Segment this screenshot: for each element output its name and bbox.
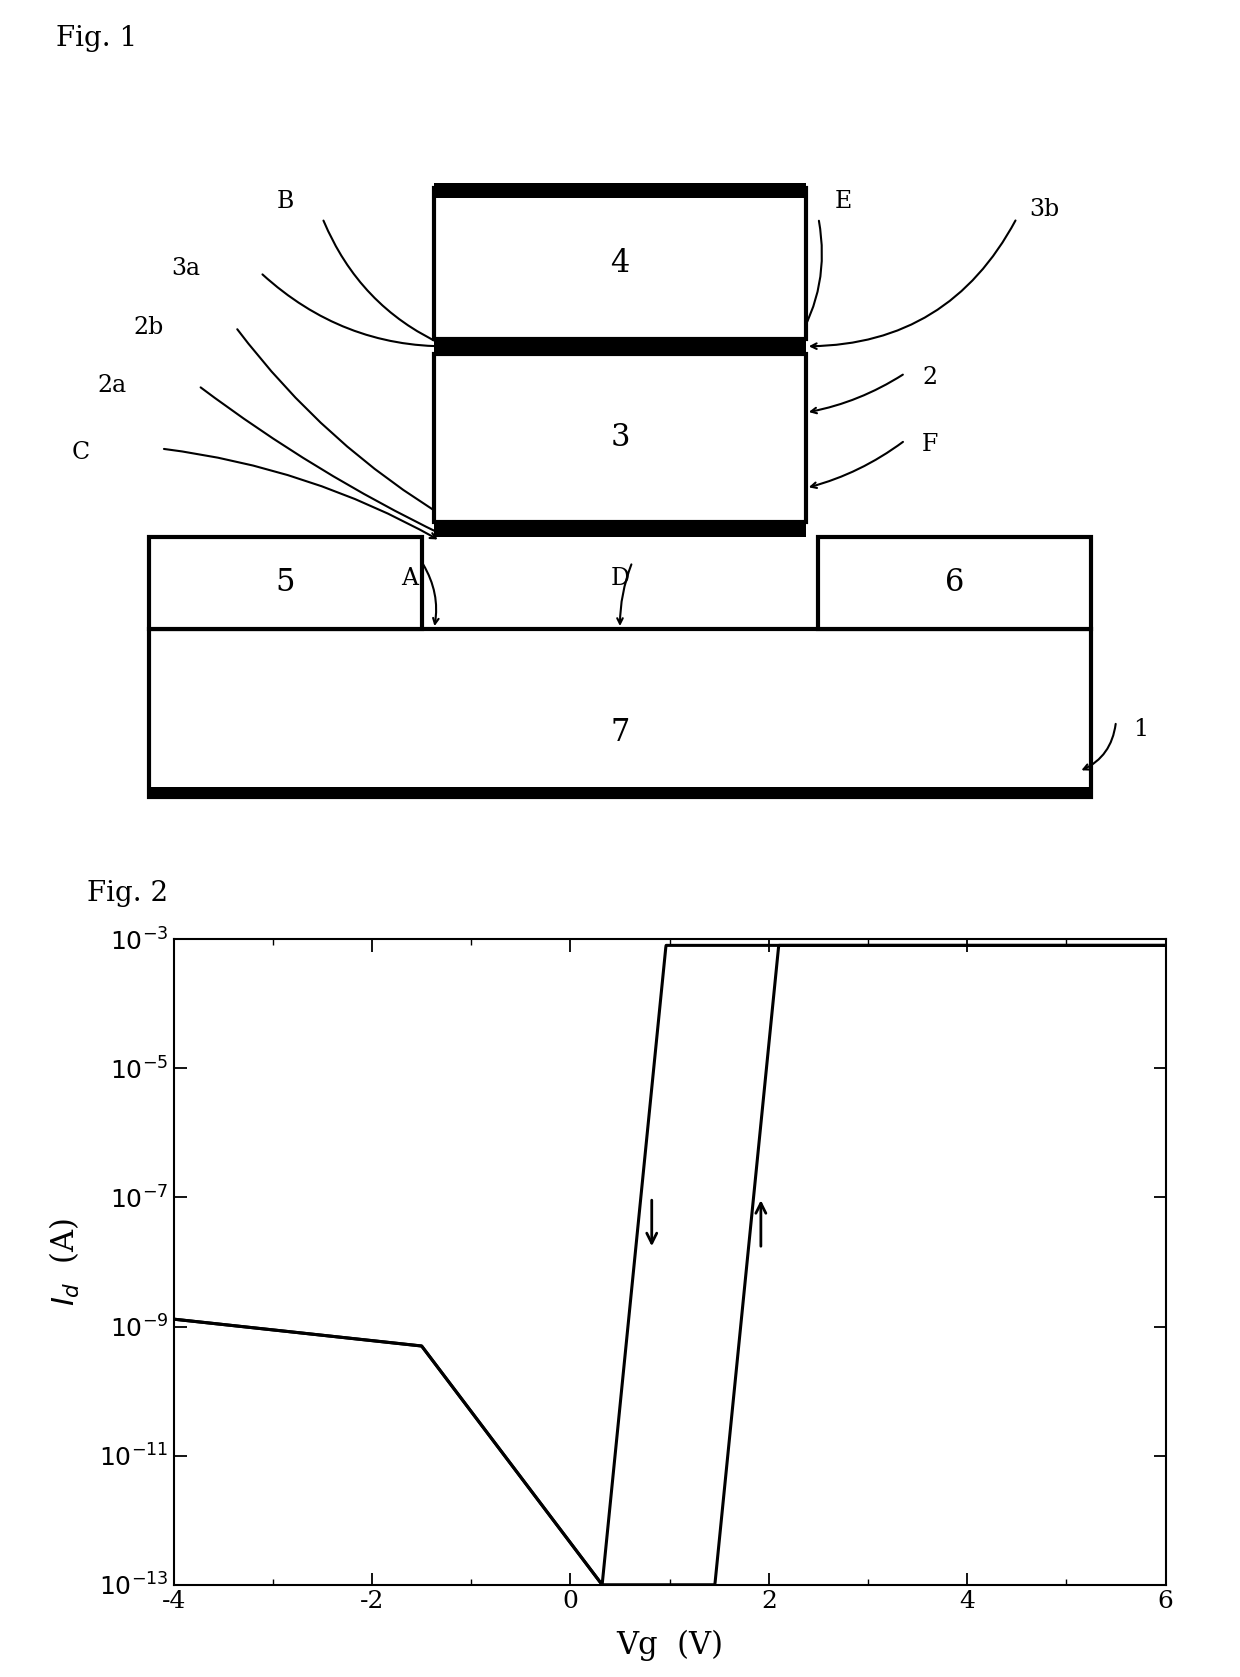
Text: 7: 7 xyxy=(610,718,630,748)
Text: 3a: 3a xyxy=(171,257,201,280)
Text: D: D xyxy=(610,567,630,590)
Text: Fig. 1: Fig. 1 xyxy=(56,25,138,52)
Text: C: C xyxy=(72,441,89,465)
Text: 1: 1 xyxy=(1133,718,1148,741)
Bar xyxy=(434,188,806,339)
Bar xyxy=(434,183,806,198)
Text: F: F xyxy=(921,433,939,456)
Bar xyxy=(434,339,806,354)
Bar xyxy=(149,537,422,629)
X-axis label: Vg  (V): Vg (V) xyxy=(616,1630,723,1660)
Y-axis label: $I_d$  (A): $I_d$ (A) xyxy=(48,1218,83,1306)
Bar xyxy=(434,354,806,522)
Text: 5: 5 xyxy=(275,567,295,599)
Bar xyxy=(149,787,1091,797)
Text: Fig. 2: Fig. 2 xyxy=(87,880,167,907)
Bar xyxy=(818,537,1091,629)
Text: 4: 4 xyxy=(610,248,630,278)
Bar xyxy=(434,522,806,537)
Text: 2: 2 xyxy=(923,366,937,389)
Text: 2a: 2a xyxy=(97,374,126,397)
Text: 2b: 2b xyxy=(134,315,164,339)
Bar xyxy=(149,629,1091,797)
Text: E: E xyxy=(835,190,852,213)
Text: A: A xyxy=(401,567,418,590)
Text: 3b: 3b xyxy=(1029,198,1059,221)
Text: B: B xyxy=(277,190,294,213)
Text: 6: 6 xyxy=(945,567,965,599)
Text: 3: 3 xyxy=(610,423,630,453)
